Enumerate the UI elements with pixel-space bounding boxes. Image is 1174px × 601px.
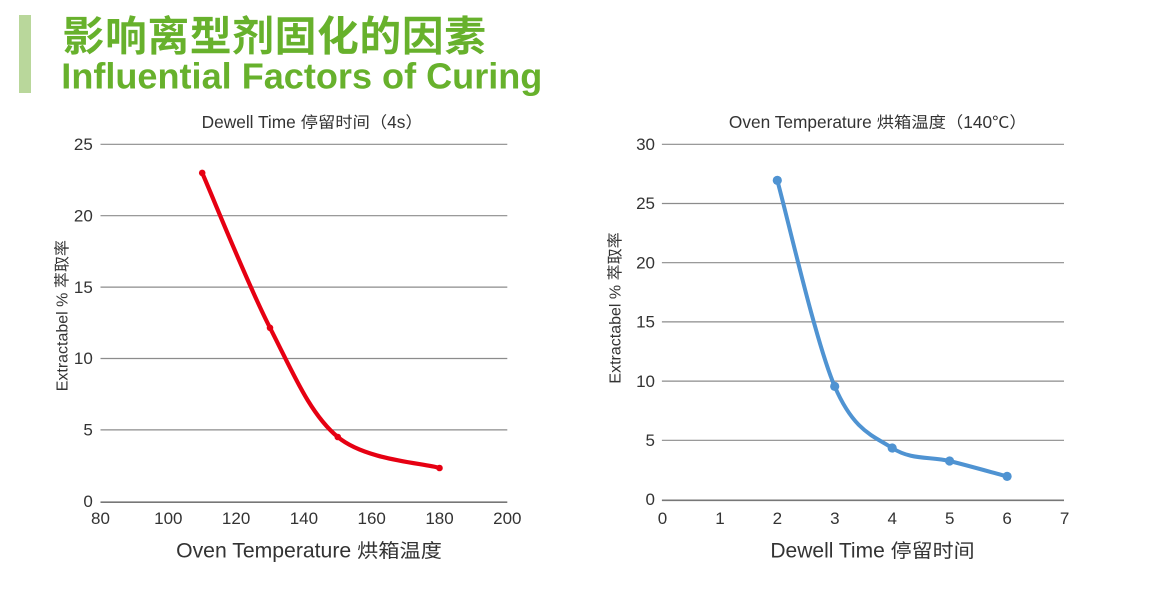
svg-text:140: 140 <box>290 509 318 528</box>
svg-text:4s: 4s <box>387 112 406 132</box>
svg-text:Oven Temperature: Oven Temperature <box>176 540 351 563</box>
svg-text:6: 6 <box>1002 509 1011 528</box>
svg-text:7: 7 <box>1060 509 1069 528</box>
svg-text:Influential Factors of Curing: Influential Factors of Curing <box>61 56 542 97</box>
svg-text:10: 10 <box>636 372 655 391</box>
svg-text:180: 180 <box>425 509 453 528</box>
svg-text:15: 15 <box>74 278 93 297</box>
svg-text:30: 30 <box>636 135 655 154</box>
svg-text:Extractabel %: Extractabel % <box>608 285 625 384</box>
svg-text:120: 120 <box>222 509 250 528</box>
svg-text:0: 0 <box>646 490 655 509</box>
svg-text:Oven Temperature: Oven Temperature <box>729 112 872 132</box>
svg-text:160: 160 <box>358 509 386 528</box>
svg-text:20: 20 <box>74 206 93 225</box>
svg-text:10: 10 <box>74 349 93 368</box>
svg-text:1: 1 <box>715 509 724 528</box>
svg-text:5: 5 <box>646 431 655 450</box>
svg-text:25: 25 <box>636 194 655 213</box>
svg-text:Dewell Time: Dewell Time <box>770 540 884 563</box>
svg-text:2: 2 <box>773 509 782 528</box>
svg-text:140: 140 <box>963 112 992 132</box>
svg-text:5: 5 <box>83 421 92 440</box>
svg-text:100: 100 <box>154 509 182 528</box>
svg-text:4: 4 <box>888 509 897 528</box>
svg-text:25: 25 <box>74 135 93 154</box>
svg-text:0: 0 <box>658 509 667 528</box>
svg-text:15: 15 <box>636 313 655 332</box>
svg-text:20: 20 <box>636 253 655 272</box>
svg-text:80: 80 <box>91 509 110 528</box>
svg-text:Dewell Time: Dewell Time <box>202 112 296 132</box>
svg-text:Extractabel %: Extractabel % <box>55 293 72 392</box>
svg-text:0: 0 <box>83 492 92 511</box>
svg-text:3: 3 <box>830 509 839 528</box>
svg-text:5: 5 <box>945 509 954 528</box>
svg-text:200: 200 <box>493 509 521 528</box>
